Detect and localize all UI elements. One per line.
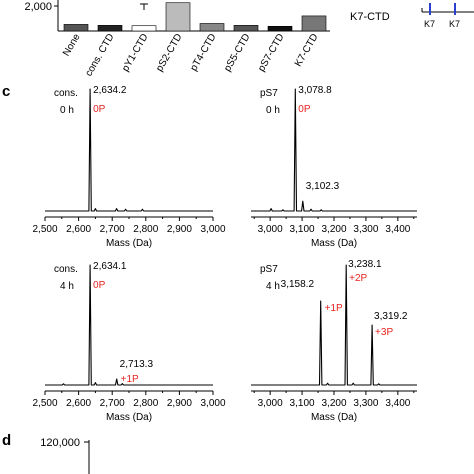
category-label: pS2-CTD [154, 32, 184, 74]
x-tick-label: 2,800 [133, 224, 158, 235]
x-tick-label: 2,900 [167, 398, 192, 409]
category-label: pY1-CTD [120, 32, 150, 74]
peak-mass-label: 2,713.3 [120, 359, 154, 370]
x-tick-label: 2,500 [32, 398, 57, 409]
x-tick-label: 2,700 [100, 398, 125, 409]
bar [63, 24, 89, 32]
spectrum-panel: 3,000 3,100 3,200 3,300 3,400 Mass (Da) pS7 4 h… [251, 259, 417, 423]
top-category-labels: None cons. CTD pY1-CTD pS2-CTD pT4-CTD pS5-CT… [61, 32, 320, 79]
sample-label: cons. [54, 88, 78, 99]
spectrum-panel: 2,500 2,600 2,700 2,800 2,900 3,000 Mass (Da) c… [32, 85, 225, 249]
category-label: K7-CTD [293, 32, 321, 69]
x-tick-label: 3,100 [290, 224, 315, 235]
x-tick-label: 3,300 [353, 398, 378, 409]
x-tick-label: 3,200 [321, 398, 346, 409]
bar [301, 15, 327, 32]
bar [97, 25, 123, 32]
category-label: cons. CTD [83, 32, 116, 78]
category-label: None [61, 32, 83, 59]
phospho-state-label: +1P [121, 374, 139, 385]
category-label: pS7-CTD [256, 32, 286, 74]
bar [199, 23, 225, 32]
top-bar-chart: 2,000 None cons. CTD pY1-CTD pS2-CTD pT4-CTD… [24, 0, 474, 78]
time-label: 4 h [266, 281, 280, 292]
x-tick-label: 3,200 [321, 224, 346, 235]
x-tick-label: 2,800 [133, 398, 158, 409]
x-tick-label: 3,000 [200, 224, 225, 235]
spectrum-trace [45, 88, 213, 212]
phospho-state-label: 0P [93, 104, 106, 115]
peak-mass-label: 3,158.2 [281, 279, 315, 290]
x-tick-label: 3,000 [258, 224, 283, 235]
panel-d-fragment: 120,000 [40, 437, 90, 474]
time-label: 0 h [60, 105, 74, 116]
x-tick-label: 2,700 [100, 224, 125, 235]
bar [267, 25, 293, 32]
phospho-state-label: +2P [349, 273, 367, 284]
category-label: pS5-CTD [222, 32, 252, 74]
x-axis-label: Mass (Da) [311, 412, 357, 423]
x-axis-label: Mass (Da) [106, 412, 152, 423]
peak-mass-label: 3,319.2 [374, 311, 408, 322]
peak-mass-label: 2,634.2 [93, 85, 127, 96]
panel-d-y-tick-label: 120,000 [40, 437, 80, 449]
top-y-tick-label: 2,000 [24, 1, 52, 13]
spectrum-trace [251, 264, 417, 386]
spectrum-panel: 3,000 3,100 3,200 3,300 3,400 Mass (Da) pS7 0 h… [251, 85, 417, 249]
peak-mass-label: 3,078.8 [298, 85, 332, 96]
panel-label-c: c [2, 83, 10, 100]
k7-sequence-diagram: K7K7K7 [421, 3, 474, 29]
x-axis-label: Mass (Da) [311, 238, 357, 249]
x-tick-label: 3,000 [200, 398, 225, 409]
x-axis-label: Mass (Da) [106, 238, 152, 249]
panel-label-d: d [2, 432, 11, 449]
bar [165, 2, 191, 32]
time-label: 4 h [60, 281, 74, 292]
x-tick-label: 3,100 [290, 398, 315, 409]
k7-legend-label: K7-CTD [350, 11, 390, 23]
bar [131, 25, 157, 32]
k7-site-label: K7 [449, 19, 460, 29]
peak-mass-label: 2,634.1 [93, 261, 127, 272]
x-tick-label: 2,600 [66, 224, 91, 235]
x-tick-label: 3,300 [353, 224, 378, 235]
peak-mass-label: 3,238.1 [348, 259, 382, 270]
x-tick-label: 2,900 [167, 224, 192, 235]
x-tick-label: 2,600 [66, 398, 91, 409]
time-label: 0 h [266, 105, 280, 116]
top-bars [63, 2, 327, 32]
sample-label: pS7 [260, 88, 278, 99]
x-tick-label: 3,400 [385, 398, 410, 409]
phospho-state-label: +1P [325, 303, 343, 314]
sample-label: pS7 [260, 264, 278, 275]
x-tick-label: 3,000 [258, 398, 283, 409]
mass-spectra: 2,500 2,600 2,700 2,800 2,900 3,000 Mass (Da) c… [32, 85, 417, 423]
x-tick-label: 3,400 [385, 224, 410, 235]
k7-site-label: K7 [424, 19, 435, 29]
spectrum-panel: 2,500 2,600 2,700 2,800 2,900 3,000 Mass (Da) c… [32, 261, 225, 423]
spectrum-trace [45, 264, 213, 386]
sample-label: cons. [54, 264, 78, 275]
x-tick-label: 2,500 [32, 224, 57, 235]
category-label: pT4-CTD [189, 32, 219, 73]
bar [233, 25, 259, 32]
phospho-state-label: +3P [375, 327, 393, 338]
phospho-state-label: 0P [298, 104, 311, 115]
peak-mass-label: 3,102.3 [306, 181, 340, 192]
phospho-state-label: 0P [93, 280, 106, 291]
spectrum-trace [251, 88, 417, 212]
